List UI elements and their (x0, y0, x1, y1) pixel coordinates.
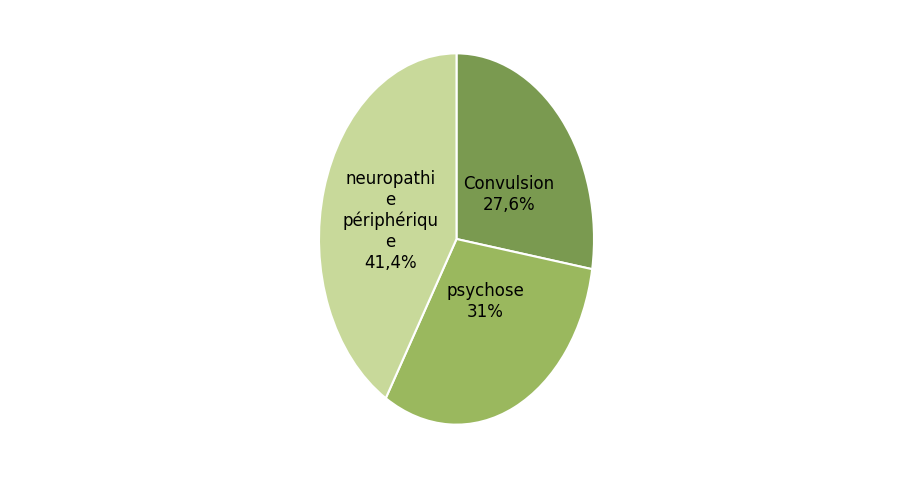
Text: neuropathi
e
périphériqu
e
41,4%: neuropathi e périphériqu e 41,4% (342, 170, 438, 272)
Wedge shape (319, 54, 456, 398)
Text: Convulsion
27,6%: Convulsion 27,6% (464, 175, 554, 214)
Text: psychose
31%: psychose 31% (446, 282, 524, 321)
Wedge shape (456, 54, 594, 269)
Wedge shape (386, 239, 593, 424)
